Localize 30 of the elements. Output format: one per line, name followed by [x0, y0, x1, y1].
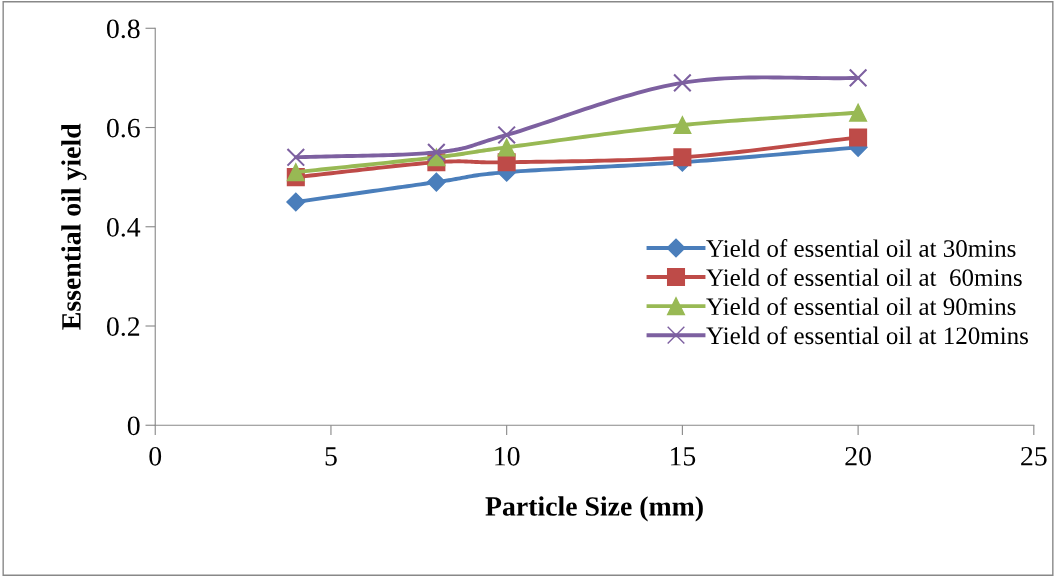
- point: [849, 128, 868, 147]
- y-tick-label: 0.2: [106, 317, 140, 337]
- y-tick-label: 0.8: [106, 19, 140, 39]
- point: [673, 148, 692, 167]
- x-tick-label: 15: [670, 447, 696, 466]
- y-tick-label: 0.4: [106, 217, 141, 237]
- point: [286, 163, 305, 182]
- point: [286, 147, 306, 167]
- point: [427, 142, 446, 162]
- x-tick-label: 20: [845, 446, 871, 466]
- legend-label: Yield of essential oil at 60mins: [706, 268, 1022, 287]
- y-tick-label: 0.6: [106, 118, 140, 138]
- point: [673, 116, 692, 135]
- y-axis-title: Essential oil yield: [61, 123, 87, 330]
- point: [426, 172, 446, 192]
- x-tick-label: 5: [325, 447, 337, 466]
- x-tick-label: 25: [1021, 446, 1047, 466]
- x-tick-label: 10: [495, 446, 520, 466]
- point: [849, 103, 868, 122]
- legend-label: Yield of essential oil at 90mins: [706, 297, 1016, 316]
- point: [497, 125, 517, 145]
- point: [673, 73, 692, 93]
- x-axis-title: Particle Size (mm): [485, 496, 703, 522]
- legend-label: Yield of essential oil at 120mins: [706, 326, 1028, 345]
- point: [848, 68, 868, 88]
- point: [497, 138, 516, 157]
- y-tick-label: 0: [127, 416, 140, 436]
- legend-label: Yield of essential oil at 30mins: [706, 239, 1016, 257]
- x-tick-label: 0: [149, 446, 162, 466]
- point: [286, 192, 306, 212]
